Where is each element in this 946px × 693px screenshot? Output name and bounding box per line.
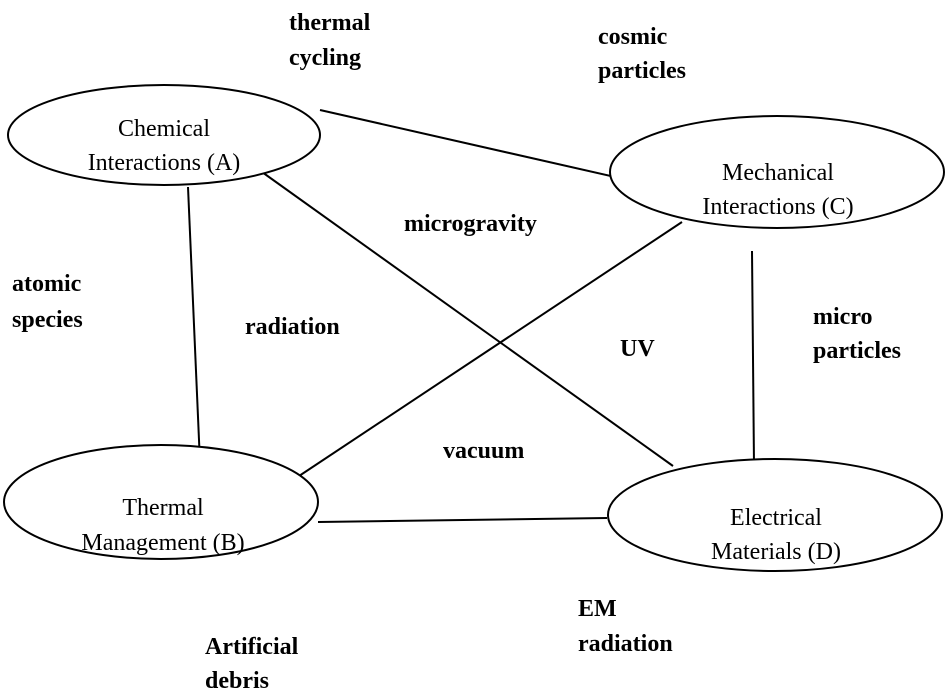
factor-label: vacuum: [443, 438, 524, 464]
node-ellipse: [607, 458, 943, 572]
factor-label: cosmic: [598, 24, 668, 50]
factor-label: particles: [598, 58, 686, 84]
factor-label: radiation: [245, 314, 340, 340]
connector: [317, 517, 608, 523]
node-label: Thermal: [122, 495, 204, 521]
connector: [254, 166, 674, 467]
node-label: Materials (D): [711, 539, 841, 565]
factor-label: thermal: [289, 10, 371, 36]
node-label: Interactions (A): [88, 150, 241, 176]
factor-label: debris: [205, 668, 269, 693]
factor-label: particles: [813, 338, 901, 364]
factor-label: cycling: [289, 45, 361, 71]
factor-label: atomic: [12, 271, 82, 297]
node-label: Mechanical: [722, 160, 834, 186]
factor-label: UV: [620, 336, 655, 362]
factor-label: EM: [578, 596, 617, 622]
node-label: Electrical: [730, 505, 822, 531]
factor-label: micro: [813, 304, 873, 330]
factor-label: species: [12, 307, 83, 333]
node-ellipse: [7, 84, 321, 186]
nodes: Chemical Interactions (A) Thermal Manage…: [3, 84, 945, 572]
connector: [187, 186, 201, 464]
connector: [751, 250, 755, 466]
factors: thermal cycling cosmic particles microgr…: [12, 10, 901, 693]
node-label: Chemical: [118, 116, 210, 142]
node-label: Interactions (C): [702, 194, 853, 220]
factor-label: radiation: [578, 631, 673, 657]
node-ellipse: [609, 115, 945, 229]
connectors: [187, 109, 755, 523]
factor-label: microgravity: [404, 211, 537, 237]
connector: [286, 221, 683, 485]
node-label: Management (B): [81, 530, 244, 556]
factor-label: Artificial: [205, 634, 299, 660]
node-ellipse: [3, 444, 319, 560]
connector: [319, 109, 638, 183]
